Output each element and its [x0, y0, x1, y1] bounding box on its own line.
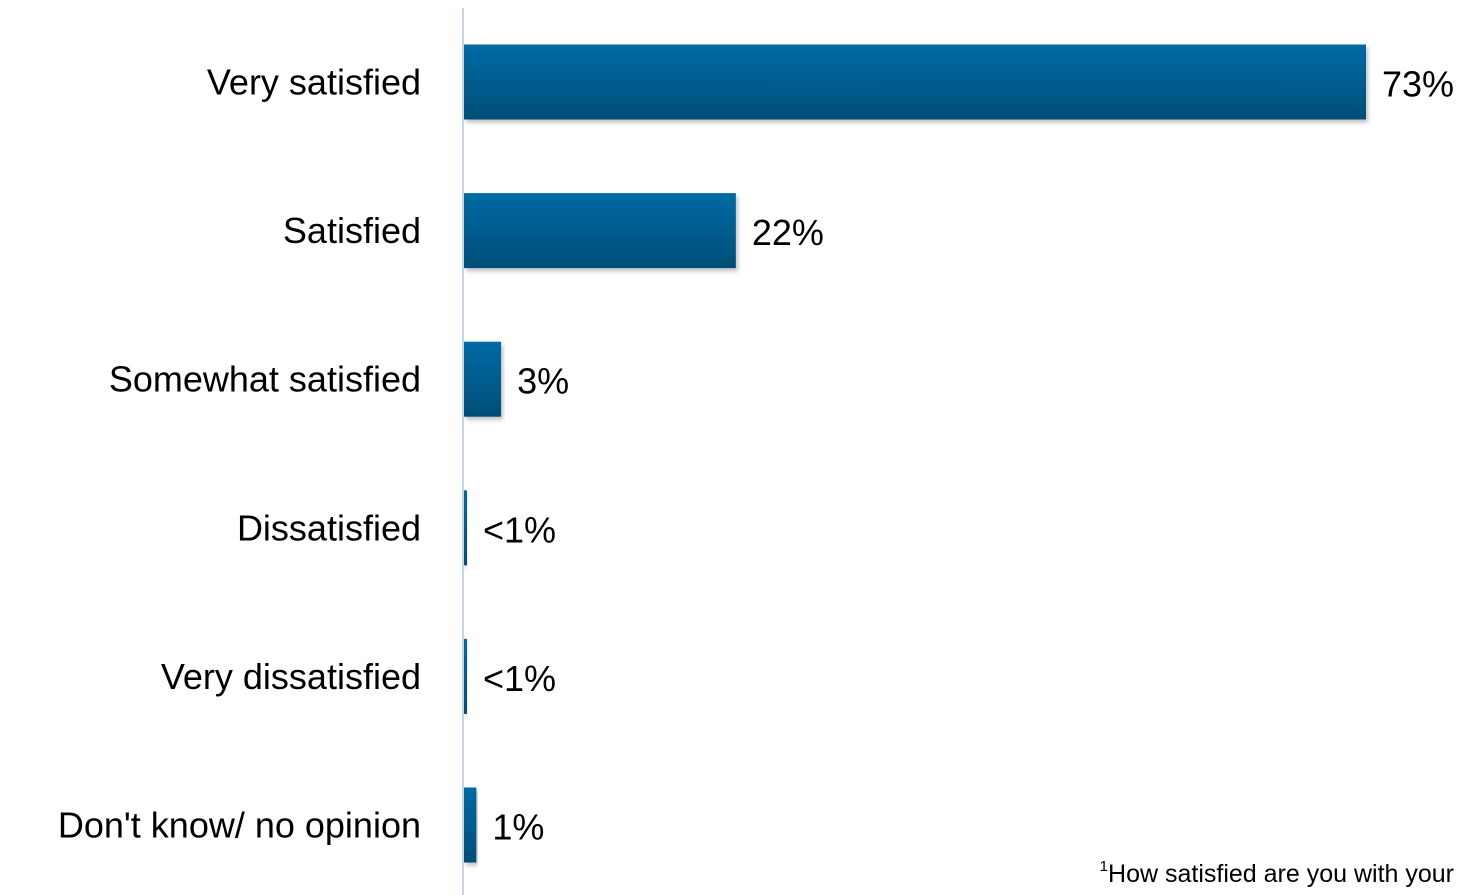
category-label: Satisfied	[283, 210, 421, 251]
value-label: 73%	[1382, 64, 1454, 105]
bar-don-t-know-no-opinion	[464, 787, 477, 863]
bar-somewhat-satisfied	[464, 341, 502, 417]
category-label: Very satisfied	[207, 62, 421, 103]
bar-dissatisfied	[464, 490, 467, 566]
footnote-marker: 1	[1099, 858, 1109, 875]
footnote-text: How satisfied are you with your	[1108, 860, 1454, 888]
value-label: 3%	[517, 361, 569, 402]
category-label: Dissatisfied	[237, 507, 421, 548]
value-label: <1%	[483, 509, 556, 550]
bar-satisfied	[464, 193, 736, 269]
value-label: <1%	[483, 658, 556, 699]
footnote: 1How satisfied are you with your	[1099, 858, 1454, 889]
labels-group: Very satisfied 73% Satisfied 22% Somewhat sa…	[58, 62, 1454, 848]
bar-very-dissatisfied	[464, 638, 467, 714]
bar-very-satisfied	[464, 44, 1366, 120]
value-label: 22%	[752, 212, 824, 253]
category-label: Somewhat satisfied	[109, 359, 421, 400]
bars-group	[464, 44, 1366, 863]
category-label: Very dissatisfied	[161, 656, 421, 697]
category-label: Don't know/ no opinion	[58, 805, 421, 846]
value-label: 1%	[492, 807, 544, 848]
